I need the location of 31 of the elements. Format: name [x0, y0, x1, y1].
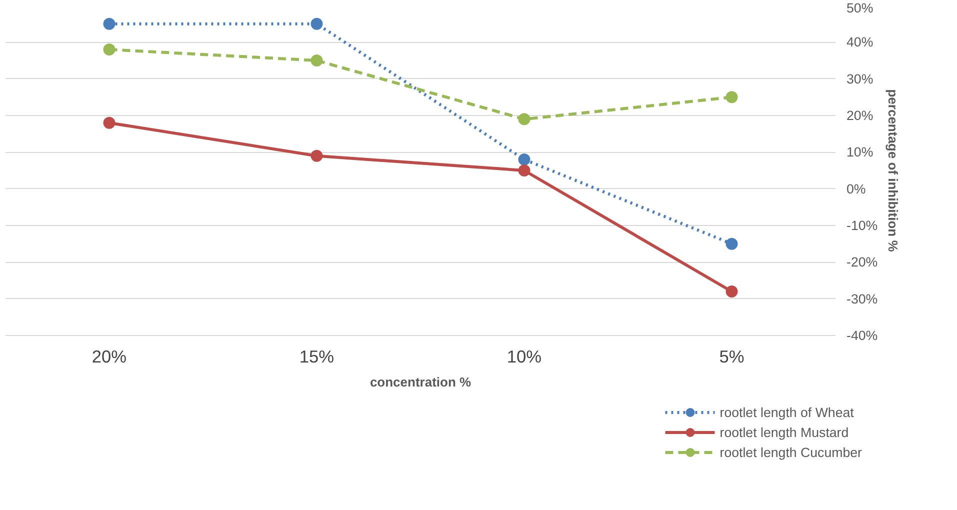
x-tick-label: 20% [92, 346, 127, 366]
point [518, 113, 530, 126]
point [310, 18, 323, 30]
y-tick-label: -40% [846, 328, 878, 343]
legend-label: rootlet length Cucumber [720, 444, 862, 460]
point [726, 91, 738, 104]
x-tick-label: 15% [299, 346, 334, 366]
y-axis-title: percentage of inhibition % [886, 89, 901, 252]
point [726, 238, 738, 250]
point [103, 18, 116, 30]
point [310, 150, 323, 162]
y-tick-label: -10% [846, 218, 878, 233]
point [518, 154, 530, 166]
x-tick-label: 5% [719, 346, 744, 366]
legend-label: rootlet length of Wheat [720, 404, 854, 420]
x-axis-title: concentration % [370, 374, 472, 390]
point [103, 44, 116, 56]
legend-label: rootlet length Mustard [720, 424, 849, 440]
point [518, 164, 530, 176]
y-tick-label: 10% [846, 144, 874, 160]
y-tick-label: 50% [846, 0, 874, 16]
point [103, 116, 116, 129]
y-tick-label: 40% [846, 34, 874, 50]
y-tick-label: 20% [846, 108, 874, 123]
y-tick-label: 0% [846, 181, 866, 196]
y-tick-label: -30% [846, 291, 878, 306]
point [310, 54, 323, 66]
x-tick-label: 10% [506, 346, 542, 366]
point [726, 286, 738, 298]
y-tick-label: -20% [846, 254, 878, 270]
y-tick-label: 30% [846, 71, 874, 86]
